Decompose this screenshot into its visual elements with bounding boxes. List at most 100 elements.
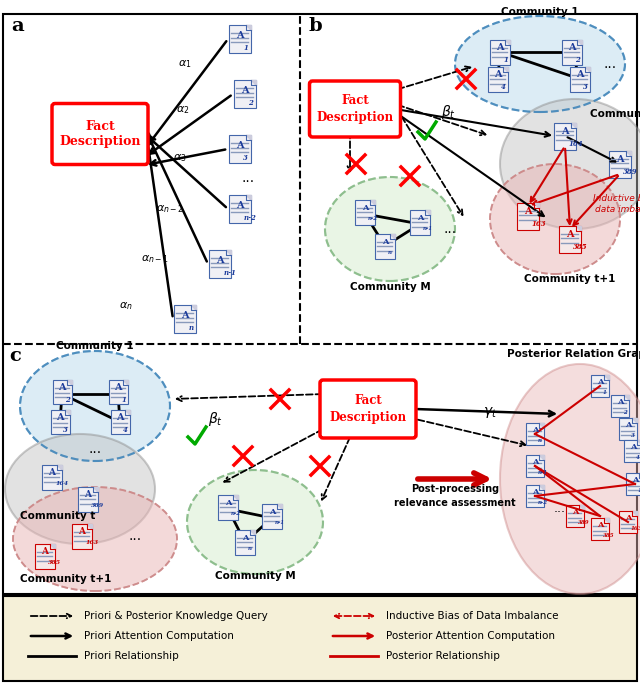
Text: n-1: n-1	[223, 269, 236, 277]
FancyBboxPatch shape	[619, 511, 637, 533]
Text: A: A	[216, 256, 224, 265]
FancyBboxPatch shape	[109, 380, 127, 404]
Text: A: A	[49, 468, 56, 477]
Text: 164: 164	[568, 140, 583, 148]
FancyBboxPatch shape	[626, 473, 640, 495]
Text: b: b	[308, 17, 322, 35]
FancyBboxPatch shape	[51, 410, 70, 434]
FancyBboxPatch shape	[562, 40, 582, 64]
Text: 1: 1	[122, 396, 126, 404]
Text: n: n	[248, 546, 252, 551]
Polygon shape	[191, 305, 196, 310]
Text: 163: 163	[85, 540, 99, 545]
Text: 2: 2	[248, 99, 253, 107]
Text: ...: ...	[604, 57, 616, 71]
Text: 385: 385	[573, 243, 588, 251]
Text: A: A	[417, 214, 423, 222]
Text: A: A	[496, 43, 504, 52]
Polygon shape	[246, 195, 251, 200]
Polygon shape	[579, 505, 584, 510]
Polygon shape	[585, 66, 590, 72]
FancyBboxPatch shape	[488, 66, 508, 92]
Text: 4: 4	[636, 455, 640, 460]
FancyBboxPatch shape	[229, 135, 251, 163]
Text: Post-processing
relevance assessment: Post-processing relevance assessment	[394, 484, 516, 508]
Text: A: A	[625, 514, 631, 522]
FancyBboxPatch shape	[410, 209, 430, 235]
Text: A: A	[381, 238, 388, 246]
Text: $\alpha_{n-2}$: $\alpha_{n-2}$	[156, 203, 184, 215]
Polygon shape	[632, 418, 637, 423]
Ellipse shape	[5, 434, 155, 544]
FancyBboxPatch shape	[554, 122, 576, 150]
Polygon shape	[370, 200, 375, 205]
Polygon shape	[577, 40, 582, 44]
Text: Community 1: Community 1	[56, 341, 134, 351]
Text: $\gamma_t$: $\gamma_t$	[483, 404, 497, 419]
Polygon shape	[233, 495, 238, 499]
Text: n-2: n-2	[368, 216, 378, 221]
Text: A: A	[630, 443, 636, 451]
Text: $\beta_t$: $\beta_t$	[440, 103, 456, 121]
Ellipse shape	[325, 177, 455, 281]
Text: 4: 4	[124, 426, 129, 434]
Text: 389: 389	[623, 168, 638, 176]
Text: 163: 163	[531, 220, 546, 228]
FancyBboxPatch shape	[235, 529, 255, 555]
Text: n-1: n-1	[423, 226, 433, 231]
FancyBboxPatch shape	[52, 103, 148, 164]
Text: 1: 1	[504, 56, 508, 64]
Text: Posterior Relation Graph: Posterior Relation Graph	[507, 349, 640, 359]
Text: a: a	[12, 17, 24, 35]
Text: A: A	[566, 230, 574, 239]
Text: A: A	[242, 534, 248, 542]
Text: n: n	[388, 250, 392, 255]
FancyBboxPatch shape	[72, 523, 92, 549]
FancyBboxPatch shape	[559, 226, 581, 252]
Text: n-1: n-1	[275, 520, 285, 525]
FancyBboxPatch shape	[517, 202, 539, 230]
Polygon shape	[604, 375, 609, 380]
Polygon shape	[67, 380, 72, 385]
Text: n-1: n-1	[538, 470, 548, 475]
Text: A: A	[58, 383, 66, 392]
Text: n-2: n-2	[231, 511, 241, 516]
Text: Community 1: Community 1	[501, 7, 579, 17]
Text: Community M: Community M	[214, 571, 296, 581]
Polygon shape	[277, 503, 282, 508]
Polygon shape	[639, 473, 640, 478]
Text: 164: 164	[638, 488, 640, 493]
Ellipse shape	[500, 99, 640, 229]
Polygon shape	[624, 395, 629, 400]
Text: ...: ...	[444, 222, 456, 236]
Text: Inductive Bias of Data Imbalance: Inductive Bias of Data Imbalance	[386, 611, 559, 621]
Polygon shape	[604, 518, 609, 523]
Text: A: A	[79, 527, 86, 536]
Text: $\alpha_n$: $\alpha_n$	[119, 300, 133, 312]
Text: Community M: Community M	[349, 282, 430, 292]
FancyBboxPatch shape	[209, 250, 231, 278]
Text: 2: 2	[575, 56, 580, 64]
FancyBboxPatch shape	[234, 80, 256, 108]
Text: A: A	[56, 413, 64, 422]
Text: A: A	[225, 499, 231, 507]
Text: A: A	[236, 31, 244, 40]
Polygon shape	[57, 464, 62, 469]
Polygon shape	[626, 150, 631, 155]
Text: n-2: n-2	[538, 500, 548, 505]
FancyBboxPatch shape	[3, 596, 637, 681]
Polygon shape	[50, 544, 55, 549]
Text: A: A	[524, 207, 532, 216]
Text: A: A	[596, 378, 604, 386]
Text: A: A	[532, 426, 538, 434]
Text: A: A	[617, 398, 623, 406]
Text: 164: 164	[55, 481, 68, 486]
Text: 1: 1	[243, 44, 248, 52]
Text: A: A	[532, 458, 538, 466]
FancyBboxPatch shape	[570, 66, 590, 92]
Text: 3: 3	[63, 426, 68, 434]
Text: A: A	[494, 70, 502, 79]
Polygon shape	[93, 486, 98, 492]
FancyBboxPatch shape	[355, 200, 375, 224]
Polygon shape	[65, 410, 70, 415]
